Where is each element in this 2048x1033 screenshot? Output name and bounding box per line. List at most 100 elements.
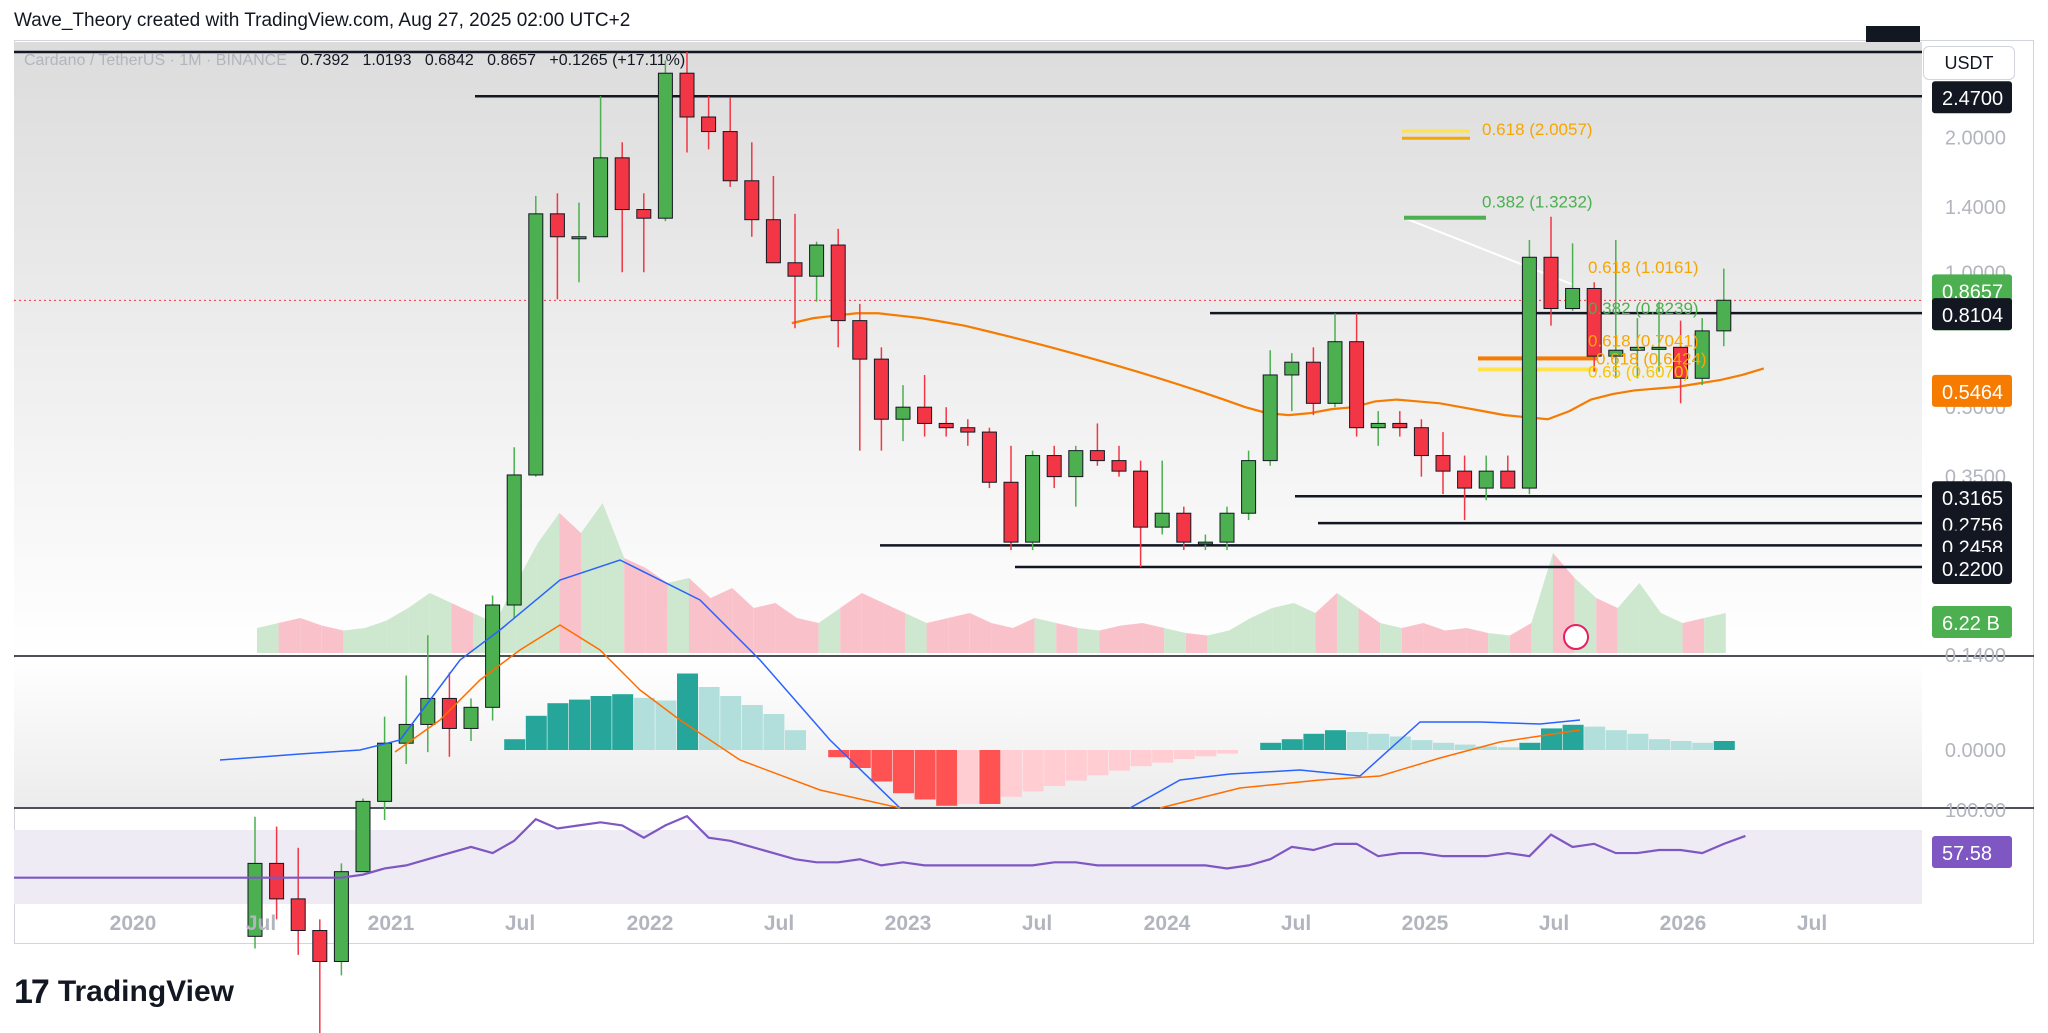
- macd-bar: [1260, 742, 1282, 750]
- macd-bar: [1605, 730, 1627, 750]
- fib-label: 0.65 (0.6070): [1588, 362, 1689, 381]
- candle-body: [463, 706, 479, 729]
- volume-segment: [386, 608, 409, 653]
- badge-ema-text: 0.5464: [1942, 382, 2003, 404]
- macd-bar: [569, 699, 590, 750]
- candle-body: [981, 431, 997, 483]
- macd-bar: [1173, 750, 1195, 759]
- volume-segment: [300, 618, 322, 653]
- candle-body: [1046, 455, 1062, 478]
- volume-segment: [1423, 623, 1445, 653]
- ema-layer: [791, 312, 1765, 421]
- fib-band-0-6070: [1478, 367, 1598, 372]
- candle-body: [1500, 470, 1516, 489]
- candle-body: [571, 236, 587, 240]
- change-value: +0.1265 (+17.11%): [549, 52, 686, 69]
- volume-segment: [883, 603, 905, 653]
- tradingview-logo-icon: 17: [14, 972, 50, 1011]
- macd-bar: [1325, 730, 1346, 750]
- candle-body: [1025, 455, 1041, 543]
- time-axis-tick: Jul: [1281, 912, 1311, 935]
- macd-bar: [1281, 739, 1303, 750]
- volume-segment: [451, 603, 473, 653]
- volume-segment: [1164, 628, 1186, 653]
- candle-body: [1392, 422, 1408, 429]
- macd-bar: [1109, 750, 1130, 771]
- price-axis-tick: 2.0000: [1945, 127, 2006, 149]
- volume-segment: [1034, 618, 1057, 653]
- badge-2-4700-text: 2.4700: [1942, 88, 2003, 110]
- badge-last-price-text: 0.8657: [1942, 281, 2003, 303]
- macd-line: [1129, 719, 1581, 809]
- macd-bar: [957, 750, 979, 804]
- alert-icon[interactable]: [1563, 624, 1589, 650]
- volume-segment: [948, 613, 970, 653]
- macd-bar: [1497, 747, 1519, 750]
- macd-bar: [1627, 733, 1649, 750]
- macd-bar: [698, 687, 720, 750]
- volume-segment: [1704, 613, 1726, 653]
- candle-body: [1521, 256, 1537, 489]
- macd-bar: [1411, 740, 1433, 750]
- time-axis-tick: 2020: [110, 912, 157, 935]
- candle-body: [1435, 455, 1451, 472]
- macd-bar: [1433, 742, 1454, 750]
- candle-body: [830, 244, 846, 322]
- volume-segment: [1121, 623, 1143, 653]
- volume-segment: [1531, 553, 1553, 653]
- fib-band-2-0057: [1402, 129, 1470, 133]
- macd-pane: [219, 559, 1735, 809]
- candle-body: [528, 213, 544, 476]
- candle-body: [1716, 299, 1732, 332]
- candle-body: [1651, 346, 1667, 350]
- candle-body: [593, 157, 609, 238]
- macd-bar: [871, 750, 893, 782]
- fib-label: 0.382 (1.3232): [1482, 193, 1593, 212]
- open-value: 0.7392: [300, 52, 350, 69]
- currency-button[interactable]: USDT: [1923, 46, 2015, 80]
- macd-bar: [849, 750, 871, 768]
- candle-body: [1370, 422, 1386, 429]
- price-axis-tick: 1.4000: [1945, 197, 2006, 219]
- macd-bar: [1001, 750, 1022, 797]
- volume-segment: [1250, 608, 1273, 653]
- volume-segment: [969, 613, 992, 653]
- macd-upper-tick: 100.00: [1945, 800, 2006, 822]
- time-axis-tick: Jul: [1539, 912, 1569, 935]
- candle-body: [1262, 374, 1278, 462]
- volume-segment: [1229, 618, 1251, 653]
- ohlc-legend: Cardano / TetherUS · 1M · BINANCE 0.7392…: [24, 52, 685, 70]
- candle-body: [1284, 361, 1300, 376]
- badge-0-2200: [1932, 552, 2012, 585]
- candle-body: [657, 72, 673, 219]
- badge-2-4700: [1932, 81, 2012, 114]
- rsi-line: [14, 814, 1746, 879]
- tradingview-logo[interactable]: 17 TradingView: [14, 972, 234, 1012]
- candle-body: [355, 800, 371, 873]
- time-axis-tick: 2026: [1660, 912, 1707, 935]
- volume-segment: [818, 608, 841, 653]
- volume-segment: [1142, 623, 1165, 653]
- badge-rsi-text: 57.58: [1942, 843, 1992, 865]
- macd-bar: [1087, 750, 1109, 776]
- candle-body: [247, 862, 263, 937]
- volume-segment: [861, 593, 884, 653]
- candle-body: [852, 320, 868, 360]
- low-value: 0.6842: [424, 52, 474, 69]
- volume-segment: [1056, 623, 1078, 653]
- candle-body: [1608, 349, 1624, 357]
- macd-bar: [655, 700, 677, 750]
- candle-body: [1413, 427, 1429, 457]
- volume-segment: [905, 613, 927, 653]
- badge-volume: [1932, 606, 2012, 638]
- candle-body: [1111, 460, 1127, 472]
- macd-bar: [1519, 742, 1541, 750]
- macd-bar: [547, 703, 569, 750]
- macd-bar: [1346, 732, 1368, 750]
- macd-bar: [1368, 733, 1390, 750]
- fib-labels: 0.618 (2.0057) 0.382 (1.3232) 0.618 (1.016…: [1482, 120, 1707, 382]
- macd-bar: [785, 730, 806, 750]
- fib-band-2-0057-orange: [1402, 136, 1470, 140]
